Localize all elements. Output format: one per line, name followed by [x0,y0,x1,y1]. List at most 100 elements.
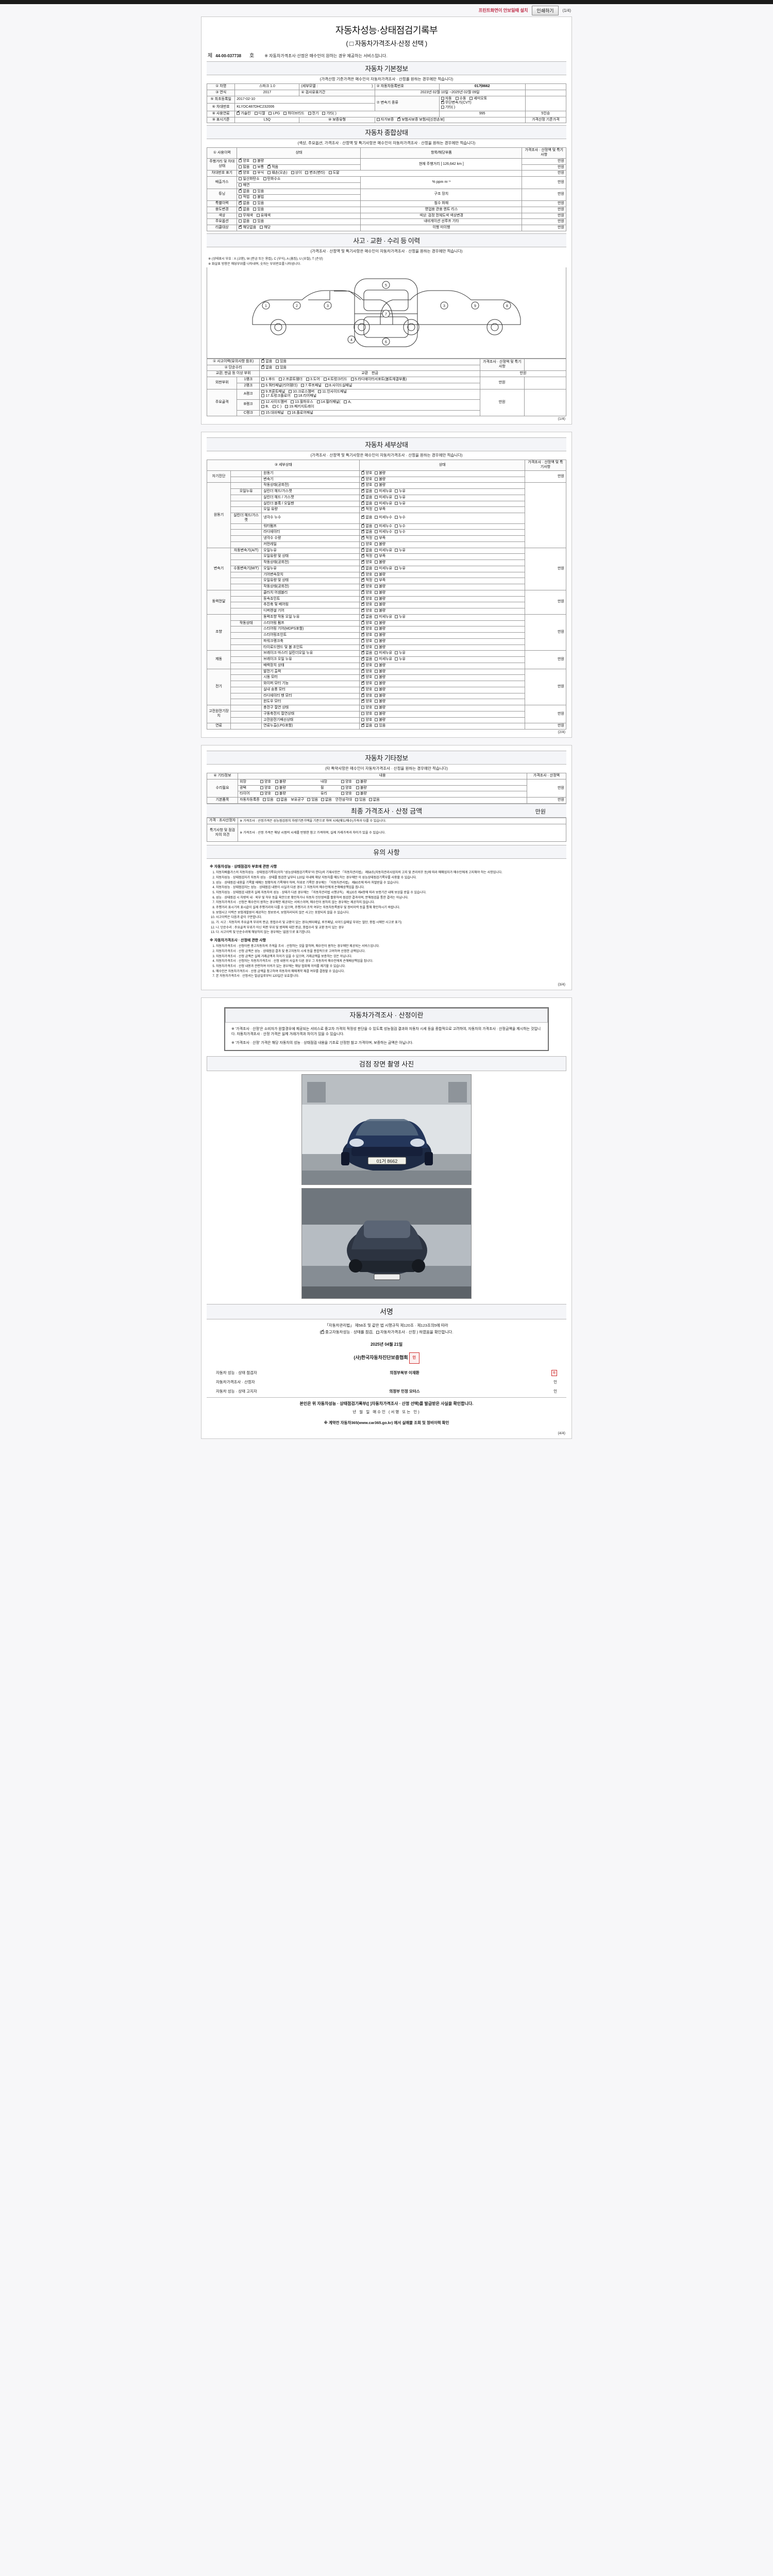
detail-option[interactable]: 없음 [361,523,372,529]
checkbox-icon[interactable] [395,566,398,570]
checkbox-icon[interactable] [322,111,326,115]
checkbox-icon[interactable] [341,792,344,795]
detail-option[interactable]: 미세누유 [375,495,392,500]
checkbox-icon[interactable] [239,183,242,187]
checkbox-icon[interactable] [375,495,378,499]
checkbox-icon[interactable] [361,476,365,481]
checkbox-icon[interactable] [361,542,365,546]
detail-option[interactable]: 누유 [395,566,406,571]
detail-option[interactable]: 불량 [375,711,385,717]
part-floor-panel[interactable]: 16.플로어패널 [287,411,313,416]
checkbox-icon[interactable] [361,638,365,642]
part-dash-panel[interactable]: 15.대쉬패널 [261,411,284,416]
detail-option[interactable]: 누수 [395,530,406,535]
checkbox-icon[interactable] [253,207,257,211]
special-opt-yes[interactable]: 있음 [253,201,264,206]
checkbox-icon[interactable] [260,226,263,229]
special-opt-none[interactable]: 없음 [239,200,249,206]
checkbox-icon[interactable] [261,383,265,387]
fuel-opt-gasoline[interactable]: 가솔린 [237,110,251,116]
checkbox-icon[interactable] [275,786,278,789]
checkbox-icon[interactable] [261,358,265,363]
checkbox-icon[interactable] [375,585,378,588]
checkbox-icon[interactable] [361,488,365,493]
checkbox-icon[interactable] [376,117,380,121]
detail-option[interactable]: 누유 [395,501,406,506]
checkbox-icon[interactable] [375,542,378,546]
part-pillar-panel[interactable]: 14.필러패널( [316,400,340,405]
detail-option[interactable]: 양호 [361,662,372,668]
checkbox-icon[interactable] [375,554,378,558]
detail-option[interactable]: 양호 [361,571,372,578]
checkbox-icon[interactable] [361,668,365,673]
detail-option[interactable]: 누유 [395,651,406,656]
detail-option[interactable]: 불량 [375,621,385,626]
checkbox-icon[interactable] [253,159,257,162]
detail-option[interactable]: 없음 [361,723,372,728]
acc-opt-none[interactable]: 없음 [261,358,272,364]
checkbox-icon[interactable] [321,798,324,801]
checkbox-icon[interactable] [305,171,309,175]
detail-option[interactable]: 양호 [361,674,372,680]
checkbox-icon[interactable] [455,96,459,100]
checkbox-icon[interactable] [350,378,354,381]
checkbox-icon[interactable] [361,686,365,691]
checkbox-icon[interactable] [395,501,398,505]
install-notice-link[interactable]: 프린트화면이 안보일때 설치 [478,8,528,13]
detail-option[interactable]: 불량 [375,603,385,607]
item-registration[interactable]: 자동차등록증 있음 없음 [240,798,288,802]
checkbox-icon[interactable] [287,411,291,414]
part-hood[interactable]: 1.후드 [261,378,275,382]
tuning-opt-illegal[interactable]: 불법 [253,195,264,200]
checkbox-icon[interactable] [361,535,365,539]
warranty-opt-insurer[interactable]: 보험사보증 보험사[신한손보] [397,116,444,123]
checkbox-icon[interactable] [395,516,398,519]
color-opt-achromatic[interactable]: 무채색 [239,213,253,218]
detail-option[interactable]: 없음 [361,547,372,553]
detail-option[interactable]: 없음 [361,494,372,500]
checkbox-icon[interactable] [308,111,311,115]
detail-option[interactable]: 미세누수 [375,524,392,529]
emi-opt-smoke[interactable]: 매연 [239,183,249,188]
checkbox-icon[interactable] [375,597,378,600]
checkbox-icon[interactable] [321,1329,324,1334]
checkbox-icon[interactable] [375,477,378,481]
checkbox-icon[interactable] [361,547,365,552]
checkbox-icon[interactable] [361,500,365,505]
checkbox-icon[interactable] [341,786,344,789]
fuel-opt-other[interactable]: 기타( ) [322,111,337,116]
checkbox-icon[interactable] [375,669,378,673]
checkbox-icon[interactable] [283,111,287,115]
detail-option[interactable]: 미세누유 [375,489,392,494]
detail-option[interactable]: 양호 [361,718,372,723]
checkbox-icon[interactable] [361,614,365,618]
checkbox-icon[interactable] [361,482,365,487]
detail-option[interactable]: 불량 [375,585,385,589]
detail-option[interactable]: 부족 [375,536,385,541]
checkbox-icon[interactable] [361,565,365,570]
opt-normal[interactable]: 보통 [253,165,264,170]
detail-option[interactable]: 없음 [361,515,372,520]
checkbox-icon[interactable] [361,608,365,612]
checkbox-icon[interactable] [239,225,242,229]
repair-polish[interactable]: 광택 양호 불량 [240,786,286,790]
tuning-opt-legal[interactable]: 적법 [239,195,249,200]
checkbox-icon[interactable] [368,798,372,801]
checkbox-icon[interactable] [441,100,444,105]
detail-option[interactable]: 불량 [375,483,385,488]
detail-option[interactable]: 불량 [375,663,385,668]
fuel-opt-electric[interactable]: 전기 [308,111,318,116]
checkbox-icon[interactable] [361,644,365,649]
checkbox-icon[interactable] [361,650,365,655]
checkbox-icon[interactable] [375,711,378,715]
warranty-opt-self[interactable]: 자가보증 [376,117,394,123]
checkbox-icon[interactable] [395,530,398,534]
checkbox-icon[interactable] [375,501,378,505]
checkbox-icon[interactable] [294,394,297,398]
part-pillar-b[interactable]: B, [261,404,269,410]
part-pillar-a[interactable]: A, [344,400,351,405]
detail-option[interactable]: 누수 [395,524,406,529]
checkbox-icon[interactable] [375,572,378,576]
detail-option[interactable]: 양호 [361,542,372,547]
item-tools[interactable]: 보유공구 있음 없음 [291,798,332,802]
